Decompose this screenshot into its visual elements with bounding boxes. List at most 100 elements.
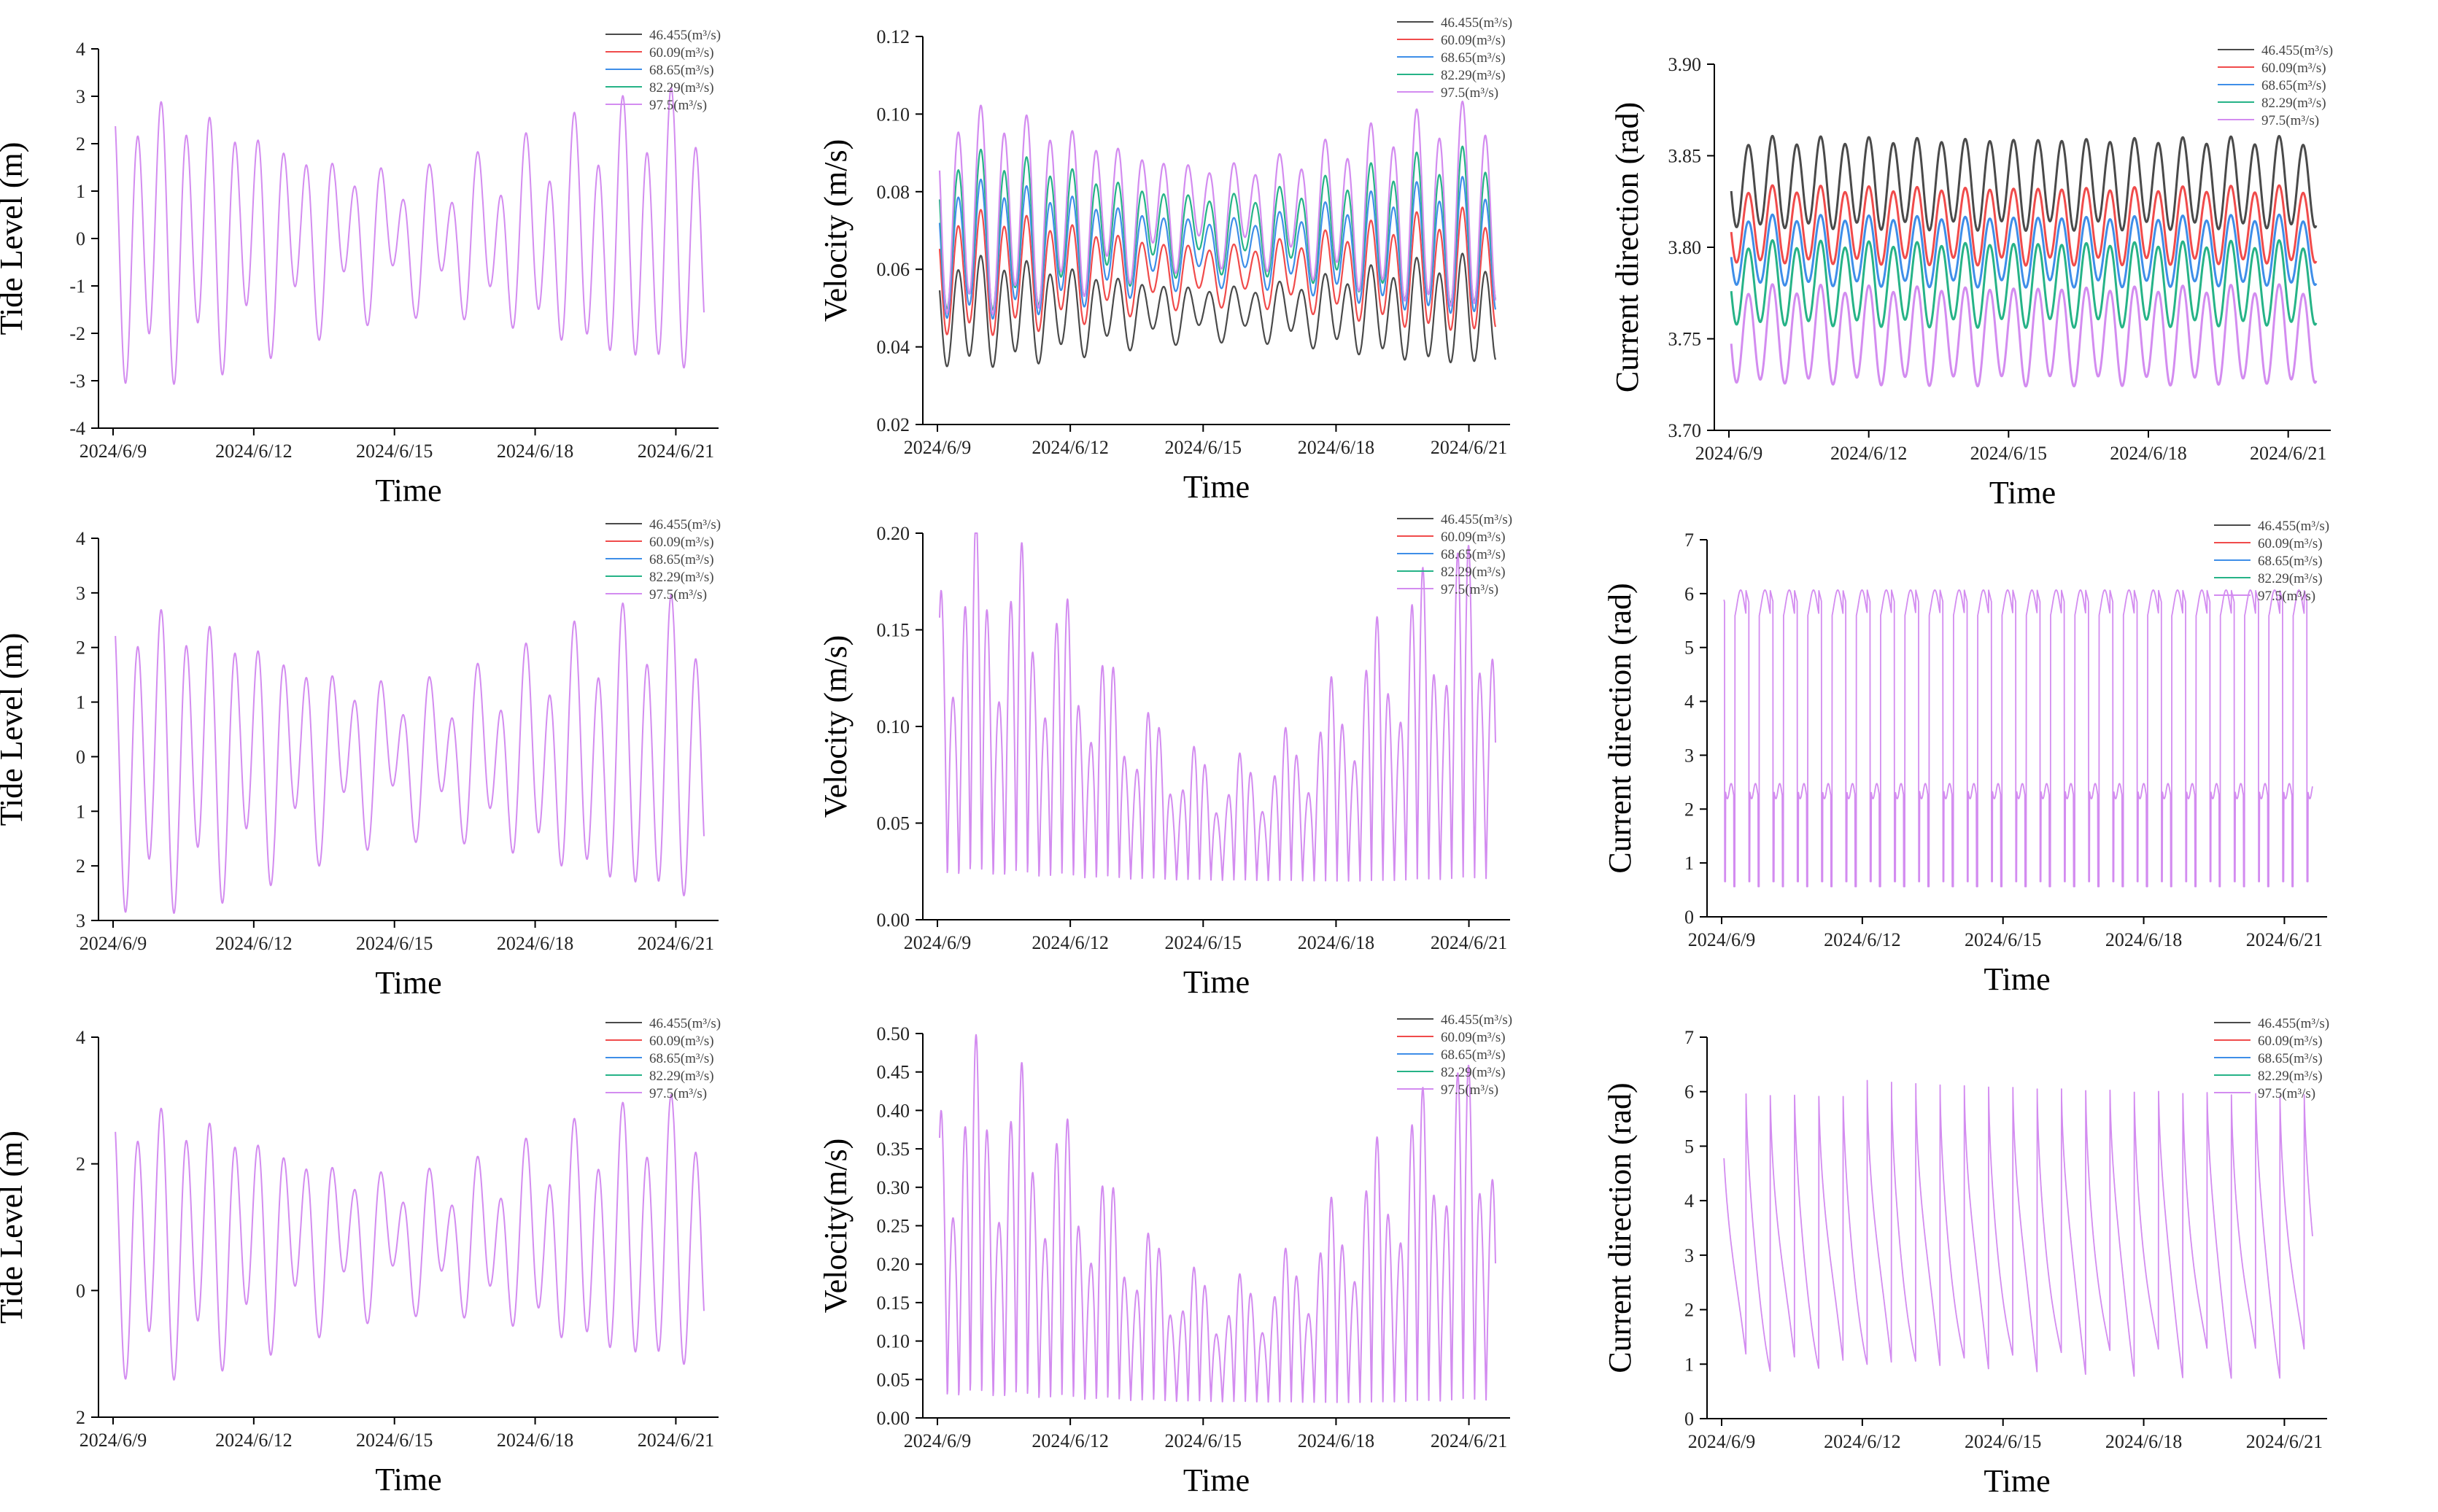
x-tick-label: 2024/6/18 xyxy=(497,933,573,954)
x-tick-label: 2024/6/12 xyxy=(215,1430,292,1451)
y-tick-label: 0 xyxy=(1684,1408,1694,1430)
y-tick-label: 1 xyxy=(76,692,85,713)
legend-label: 60.09(m³/s) xyxy=(1441,530,1506,545)
x-tick-label: 2024/6/18 xyxy=(497,441,573,462)
y-tick-label: 4 xyxy=(76,1027,85,1048)
x-tick-label: 2024/6/9 xyxy=(80,933,147,954)
x-tick-label: 2024/6/15 xyxy=(356,1430,433,1451)
y-tick-label: 0.20 xyxy=(877,1254,910,1275)
series-line-0 xyxy=(1730,134,2318,232)
legend-label: 46.455(m³/s) xyxy=(649,28,721,43)
y-tick-label: 3.90 xyxy=(1668,54,1702,75)
legend-label: 68.65(m³/s) xyxy=(1441,547,1506,562)
y-tick-label: 0.05 xyxy=(877,1369,910,1390)
series-line-1 xyxy=(1730,184,2318,267)
chart-panel-2: 0.02 0.04 0.06 0.08 0.10 0.12 2024/6/9 2024/6/1… xyxy=(818,15,1512,505)
x-tick-label: 2024/6/12 xyxy=(1824,1431,1900,1452)
y-tick-label: 4 xyxy=(1684,691,1694,713)
y-axis-title: Velocity(m/s) xyxy=(818,1139,854,1314)
series-line-97-5 xyxy=(939,1034,1496,1403)
legend-label: 82.29(m³/s) xyxy=(2258,571,2323,586)
x-tick-label: 2024/6/15 xyxy=(356,441,433,462)
x-tick-label: 2024/6/18 xyxy=(1298,932,1374,953)
x-tick-label: 2024/6/9 xyxy=(1688,929,1755,950)
y-tick-label: -1 xyxy=(69,276,85,297)
x-tick-label: 2024/6/9 xyxy=(1695,443,1762,464)
x-tick-label: 2024/6/18 xyxy=(2110,443,2186,464)
y-axis-title: Tide Level (m) xyxy=(0,633,29,826)
y-tick-label: 0.10 xyxy=(877,104,910,125)
x-tick-label: 2024/6/9 xyxy=(904,437,971,458)
y-tick-label: 0.40 xyxy=(877,1100,910,1121)
legend-label: 68.65(m³/s) xyxy=(2258,554,2323,569)
y-tick-label: 2 xyxy=(76,637,85,659)
series-line-1 xyxy=(938,206,1497,336)
chart-panel-1: -4 -3 -2 -1 0 1 2 3 4 2024/6/9 2024/6/12 2024/6/15 2… xyxy=(0,28,721,508)
y-tick-label: 0.10 xyxy=(877,716,910,737)
x-tick-label: 2024/6/9 xyxy=(904,1430,971,1451)
y-tick-label: 0 xyxy=(76,228,85,249)
y-tick-label: 3.85 xyxy=(1668,146,1702,167)
y-tick-label: 0.00 xyxy=(877,1408,910,1429)
y-tick-label: 5 xyxy=(1684,637,1694,659)
y-tick-label: 1 xyxy=(1684,853,1694,874)
legend-label: 60.09(m³/s) xyxy=(2258,1034,2323,1049)
legend-label: 60.09(m³/s) xyxy=(2258,536,2323,551)
legend-label: 46.455(m³/s) xyxy=(649,1016,721,1031)
y-axis-title: Current direction (rad) xyxy=(1609,102,1645,392)
legend-label: 46.455(m³/s) xyxy=(2258,519,2329,534)
legend-label: 82.29(m³/s) xyxy=(649,570,714,585)
legend-label: 60.09(m³/s) xyxy=(1441,33,1506,48)
legend-label: 46.455(m³/s) xyxy=(2261,43,2333,58)
legend-label: 97.5(m³/s) xyxy=(2261,113,2319,128)
x-axis-title: Time xyxy=(1989,475,2056,511)
x-tick-label: 2024/6/15 xyxy=(1965,1431,2041,1452)
legend-label: 82.29(m³/s) xyxy=(649,1069,714,1084)
y-tick-label: 0 xyxy=(76,746,85,767)
x-tick-label: 2024/6/21 xyxy=(2246,929,2323,950)
legend-label: 68.65(m³/s) xyxy=(1441,50,1506,66)
x-tick-label: 2024/6/21 xyxy=(2246,1431,2323,1452)
legend-label: 97.5(m³/s) xyxy=(2258,589,2315,604)
y-tick-label: 3 xyxy=(1684,1245,1694,1266)
x-tick-label: 2024/6/12 xyxy=(215,933,292,954)
y-tick-label: -3 xyxy=(69,371,85,392)
x-tick-label: 2024/6/21 xyxy=(638,933,714,954)
y-tick-label: 2 xyxy=(1684,1300,1694,1321)
y-tick-label: 0.04 xyxy=(877,337,910,358)
x-tick-label: 2024/6/12 xyxy=(1830,443,1907,464)
y-tick-label: 7 xyxy=(1684,530,1694,551)
legend-label: 97.5(m³/s) xyxy=(1441,85,1498,101)
x-axis-title: Time xyxy=(375,473,441,508)
x-tick-label: 2024/6/18 xyxy=(1298,437,1374,458)
legend-label: 60.09(m³/s) xyxy=(2261,61,2326,76)
y-tick-label: 2 xyxy=(76,133,85,155)
x-axis-title: Time xyxy=(1183,469,1250,505)
legend-label: 82.29(m³/s) xyxy=(1441,68,1506,83)
x-tick-label: 2024/6/9 xyxy=(80,441,147,462)
y-tick-label: 3 xyxy=(1684,745,1694,766)
chart-panel-4: 3 2 1 0 1 2 3 4 2024/6/9 2024/6/12 2024/6/15 2024/6… xyxy=(0,517,721,1001)
chart-panel-3: 3.70 3.75 3.80 3.85 3.90 2024/6/9 2024/6/12 202… xyxy=(1609,43,2333,511)
y-tick-label: 3 xyxy=(76,583,85,604)
x-tick-label: 2024/6/12 xyxy=(215,441,292,462)
chart-panel-7: 2 0 2 4 2024/6/9 2024/6/12 2024/6/15 2024/6/18 2… xyxy=(0,1016,721,1497)
y-tick-label: 4 xyxy=(76,39,85,60)
y-tick-label: 0.20 xyxy=(877,523,910,544)
series-line-97-5 xyxy=(939,532,1496,882)
y-tick-label: 4 xyxy=(1684,1190,1694,1211)
x-tick-label: 2024/6/9 xyxy=(80,1430,147,1451)
legend-label: 82.29(m³/s) xyxy=(1441,565,1506,580)
x-tick-label: 2024/6/18 xyxy=(2105,1431,2182,1452)
series-line-2 xyxy=(938,176,1497,320)
series-line-0 xyxy=(938,252,1497,368)
legend-label: 97.5(m³/s) xyxy=(649,587,707,602)
legend-label: 60.09(m³/s) xyxy=(649,1034,714,1049)
series-line-97-5 xyxy=(115,1093,705,1381)
y-tick-label: 0.30 xyxy=(877,1177,910,1198)
x-tick-label: 2024/6/21 xyxy=(1431,1430,1507,1451)
y-tick-label: 0 xyxy=(1684,907,1694,928)
x-tick-label: 2024/6/18 xyxy=(2105,929,2182,950)
x-tick-label: 2024/6/18 xyxy=(497,1430,573,1451)
legend-label: 68.65(m³/s) xyxy=(2258,1051,2323,1066)
